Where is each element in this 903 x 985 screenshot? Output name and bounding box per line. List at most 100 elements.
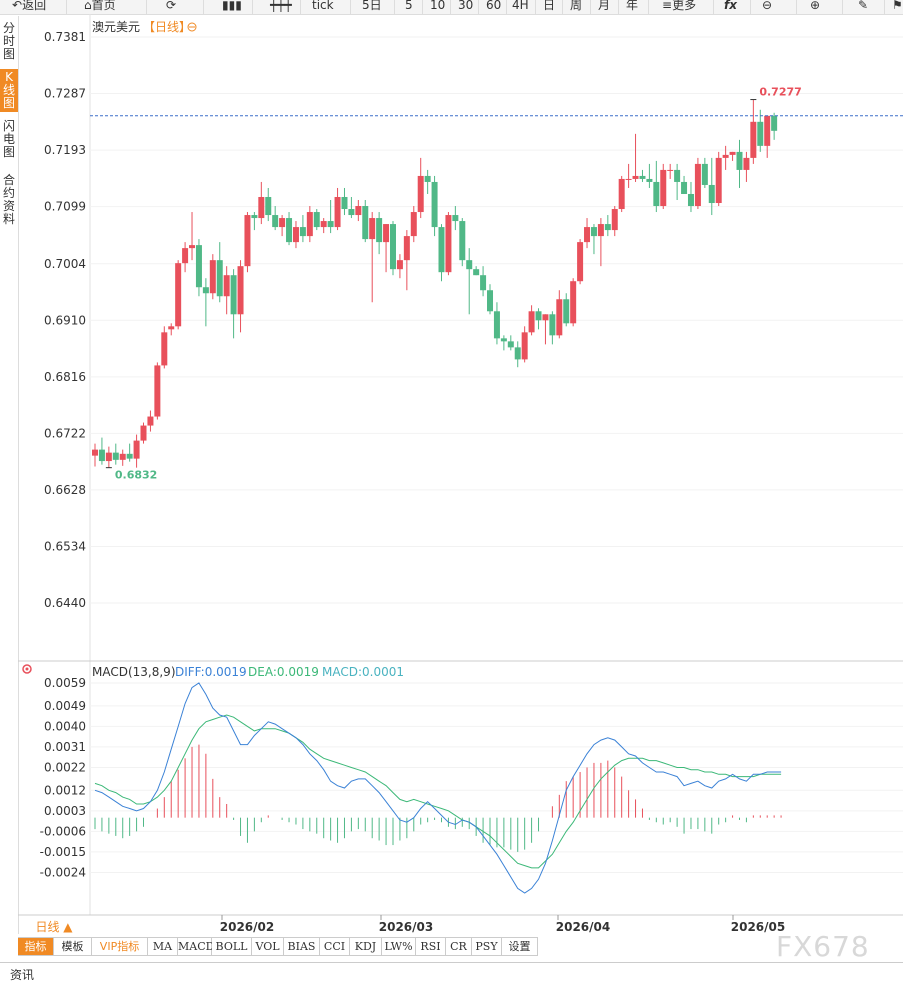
bar-chart-icon[interactable]: ▮▮▮ (222, 0, 242, 12)
candle-body (279, 218, 286, 228)
macd-lines (94, 682, 782, 894)
indicator-tab-6[interactable]: VOL (252, 937, 284, 956)
indicator-tab-2[interactable]: VIP指标 (92, 937, 148, 956)
candle-body (341, 196, 348, 210)
candle-body (299, 227, 306, 237)
y-tick-label: 0.6816 (44, 370, 86, 384)
period-tag: 【日线】 (143, 20, 191, 34)
divider (535, 0, 536, 14)
macd-y-tick-label: 0.0049 (44, 699, 86, 713)
home-button[interactable]: ⌂首页 (84, 0, 116, 13)
candle-body (320, 221, 327, 228)
candle-body (251, 215, 258, 219)
candle-body (611, 209, 618, 231)
macd-y-tick-label: -0.0024 (40, 865, 86, 879)
divider (842, 0, 843, 14)
candle-body (604, 224, 611, 231)
candle-chart-icon[interactable]: ┿┿┿ (270, 0, 292, 12)
sidebar-item-timeshare[interactable]: 分时图 (2, 21, 15, 61)
back-button[interactable]: ↶返回 (12, 0, 46, 13)
indicator-tab-13[interactable]: PSY (472, 937, 502, 956)
five-day-button[interactable]: 5日 (362, 0, 382, 12)
h4-button[interactable]: 4H (512, 0, 529, 12)
flag-icon[interactable]: ⚑ (892, 0, 903, 12)
x-tick-label: 2026/04 (556, 920, 610, 934)
indicator-tab-10[interactable]: LW% (382, 937, 416, 956)
candle-body (577, 242, 584, 282)
indicator-tab-12[interactable]: CR (446, 937, 472, 956)
indicator-tab-1[interactable]: 模板 (54, 937, 92, 956)
indicator-tab-3[interactable]: MA (148, 937, 178, 956)
indicator-tab-4[interactable]: MACD (178, 937, 214, 956)
divider (422, 0, 423, 14)
divider (750, 0, 751, 14)
period-selector[interactable]: 日线 ▲ (35, 920, 73, 934)
y-tick-label: 0.6628 (44, 483, 86, 497)
indicator-tab-14[interactable]: 设置 (502, 937, 538, 956)
m30-button[interactable]: 30 (458, 0, 474, 12)
candle-body (376, 218, 383, 243)
candle-body (771, 115, 778, 131)
more-button[interactable]: ≡更多 (662, 0, 696, 13)
diff-legend: DIFF:0.0019 (175, 665, 247, 679)
edit-icon[interactable]: ✎ (858, 0, 869, 12)
y-tick-label: 0.7287 (44, 87, 86, 101)
zoom-in-icon[interactable]: ⊕ (810, 0, 821, 12)
macd-y-tick-label: 0.0012 (44, 783, 86, 797)
instrument-name: 澳元美元 (92, 20, 140, 34)
low-label: 0.6832 (115, 469, 157, 482)
candle-body (202, 287, 209, 294)
indicator-tab-8[interactable]: CCI (320, 937, 350, 956)
candle-body (750, 121, 757, 158)
y-tick-label: 0.6722 (44, 426, 86, 440)
candle-body (549, 314, 556, 336)
news-tab[interactable]: 资讯 (10, 968, 35, 982)
candle-body (306, 212, 313, 237)
divider (590, 0, 591, 14)
divider (450, 0, 451, 14)
indicator-tab-5[interactable]: BOLL (212, 937, 252, 956)
week-button[interactable]: 周 (570, 0, 583, 12)
formula-button[interactable]: fx (724, 0, 737, 12)
candle-body (632, 175, 639, 179)
candle-body (618, 178, 625, 210)
candle-body (431, 181, 438, 228)
x-tick-label: 2026/03 (379, 920, 433, 934)
candle-body (119, 453, 126, 460)
y-tick-label: 0.7193 (44, 143, 86, 157)
divider (66, 0, 67, 14)
indicator-tab-0[interactable]: 指标 (18, 937, 54, 956)
year-button[interactable]: 年 (626, 0, 639, 12)
candle-body (653, 181, 660, 207)
divider (300, 0, 301, 14)
divider (506, 0, 507, 14)
divider (796, 0, 797, 14)
divider (394, 0, 395, 14)
indicator-tab-7[interactable]: BIAS (284, 937, 320, 956)
refresh-icon[interactable]: ⟳ (166, 0, 177, 12)
macd-legend: MACD(13,8,9) DIFF:0.0019 DEA:0.0019 MACD:0.… (22, 664, 404, 679)
month-button[interactable]: 月 (598, 0, 611, 12)
home-icon: ⌂ (84, 0, 92, 12)
candle-body (514, 347, 521, 360)
candle-body (161, 332, 168, 366)
candle-body (258, 196, 265, 219)
m5-button[interactable]: 5 (405, 0, 413, 12)
candle-body (687, 193, 694, 207)
m60-button[interactable]: 60 (486, 0, 502, 12)
candle-body (292, 227, 299, 243)
macd-y-tick-label: 0.0003 (44, 804, 86, 818)
sidebar-item-contract[interactable]: 合约资料 (2, 173, 15, 226)
zoom-out-icon[interactable]: ⊖ (762, 0, 773, 12)
sidebar-item-flash[interactable]: 闪电图 (2, 119, 15, 159)
candle-body (445, 215, 452, 273)
candle-body (355, 206, 362, 216)
m10-button[interactable]: 10 (430, 0, 446, 12)
dea-line (94, 714, 782, 869)
tick-button[interactable]: tick (312, 0, 334, 12)
day-button[interactable]: 日 (543, 0, 556, 12)
indicator-tab-11[interactable]: RSI (416, 937, 446, 956)
indicator-tab-9[interactable]: KDJ (350, 937, 382, 956)
